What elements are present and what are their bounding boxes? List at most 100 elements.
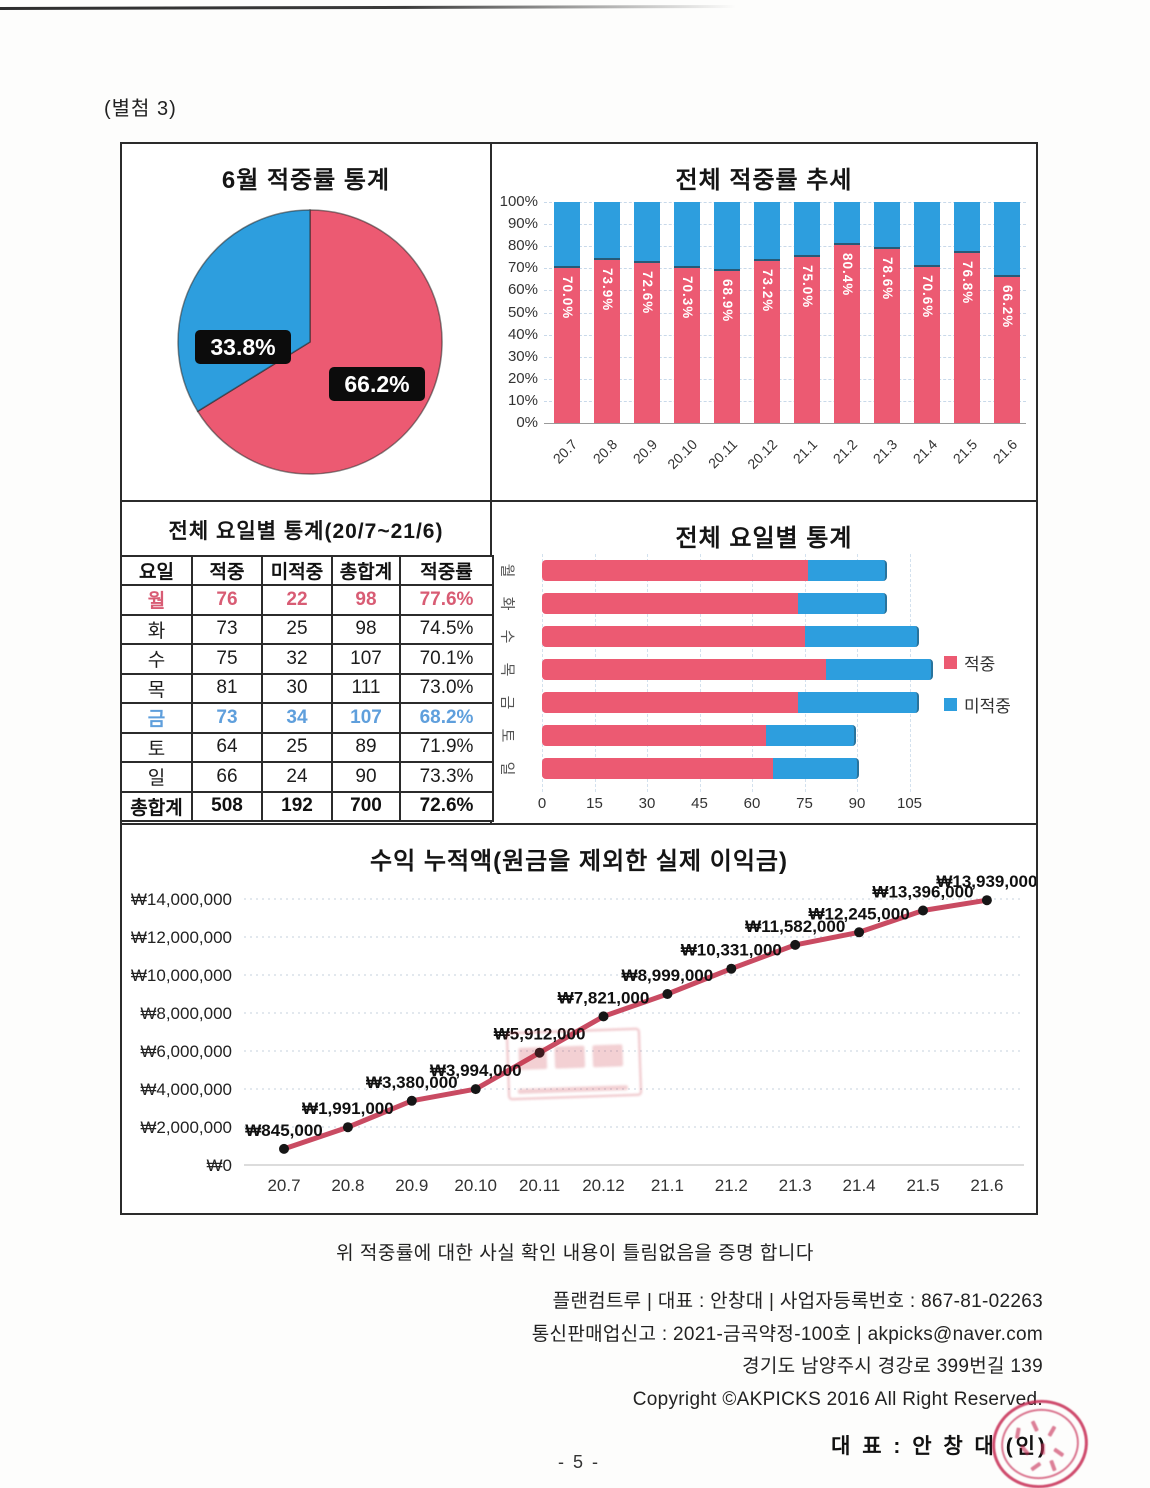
certification-text: 위 적중률에 대한 사실 확인 내용이 틀림없음을 증명 합니다 [336, 1243, 814, 1264]
legend-item-miss: 미적중 [944, 692, 1011, 717]
gridline [544, 400, 1026, 402]
legend-label-hit: 적중 [964, 655, 996, 674]
data-label: ₩5,912,000 [494, 1025, 586, 1044]
trend-chart-title: 전체 적중률 추세 [675, 167, 853, 194]
table-cell: 90 [331, 761, 401, 793]
y-axis-label: 70% [507, 259, 538, 277]
bar-value-label: 73.2% [760, 269, 775, 313]
table-cell: 25 [261, 613, 333, 645]
x-axis-label: 21.6 [970, 1176, 1003, 1195]
table-cell: 화 [120, 613, 193, 645]
weekday-table-title: 전체 요일별 통계(20/7~21/6) [168, 520, 444, 543]
table-header-cell: 적중률 [399, 555, 494, 586]
y-axis-label: 20% [507, 369, 538, 387]
gridline [544, 312, 1026, 314]
category-label: 금 [498, 695, 516, 710]
company-info: 플랜컴트루 | 대표 : 안창대 | 사업자등록번호 : 867-81-0226… [532, 1286, 1043, 1416]
data-label: ₩7,821,000 [558, 988, 650, 1007]
hbar-hit-segment [542, 626, 807, 647]
table-cell: 76 [191, 584, 263, 616]
hbar-hit-segment [542, 659, 828, 680]
gridline [544, 268, 1026, 270]
bar-hit-segment [594, 259, 620, 423]
table-cell: 73 [191, 702, 263, 734]
category-label: 목 [498, 662, 516, 677]
company-seal [985, 1392, 1095, 1488]
category-label: 화 [498, 596, 516, 611]
table-cell: 111 [331, 672, 401, 704]
table-cell: 목 [120, 672, 193, 704]
hbar-hit-segment [542, 758, 775, 779]
hbar-hit-segment [542, 560, 810, 581]
data-point [470, 1084, 481, 1095]
y-axis-label: ₩12,000,000 [131, 928, 232, 947]
table-cell: 68.2% [399, 702, 494, 734]
y-axis-label: 80% [507, 237, 538, 255]
gridline [544, 356, 1026, 358]
hbar-miss-segment [797, 692, 919, 713]
y-axis-label: 40% [507, 325, 538, 343]
legend-swatch-miss [944, 698, 957, 711]
table-cell: 77.6% [399, 584, 494, 616]
table-header-row: 요일 적중 미적중 총합계 적중률 [120, 555, 494, 586]
data-label: ₩3,994,000 [430, 1061, 522, 1080]
x-axis-label: 30 [638, 795, 656, 812]
legend: 적중 미적중 [944, 650, 1011, 734]
pie-value-label: 66.2% [329, 367, 425, 401]
table-cell: 107 [331, 702, 401, 734]
table-row: 화 73 25 98 74.5% [120, 613, 494, 645]
trend-chart-section: 전체 적중률 추세 100% 90% 80% 70% 60% 50% 40% 30% 20% 10… [492, 144, 1036, 502]
x-axis-label: 20.10 [454, 1176, 497, 1195]
data-point [406, 1095, 417, 1106]
table-header-cell: 미적중 [261, 555, 333, 586]
y-axis-label: ₩6,000,000 [140, 1042, 232, 1061]
x-axis-label: 20.11 [519, 1176, 560, 1195]
y-axis-label: 10% [507, 391, 538, 409]
table-header-cell: 총합계 [331, 555, 401, 586]
hbar-miss-segment [766, 725, 856, 746]
data-label: ₩1,991,000 [302, 1099, 394, 1118]
data-point [598, 1011, 609, 1022]
stats-panel: 6월 적중률 통계 66.2% 33.8% 전체 적중률 추세 100% 90% 80… [120, 142, 1038, 1215]
y-axis-label: 100% [499, 193, 538, 210]
attachment-label: (별첨 3) [104, 98, 177, 120]
x-axis-label: 21.4 [843, 1176, 876, 1195]
bar-hit-segment [914, 266, 940, 423]
x-axis-label: 20.12 [582, 1176, 625, 1195]
bar-value-label: 78.6% [880, 257, 895, 301]
table-cell: 73 [191, 613, 263, 645]
y-axis-label: ₩2,000,000 [140, 1118, 232, 1137]
gridline [544, 378, 1026, 380]
company-line-2: 통신판매업신고 : 2021-금곡약정-100호 | akpicks@naver… [531, 1323, 1043, 1345]
table-cell: 71.9% [399, 731, 494, 763]
data-point [854, 927, 865, 938]
data-point [726, 963, 737, 974]
table-cell: 66 [191, 761, 263, 793]
x-axis-label: 90 [848, 795, 866, 812]
data-point [534, 1047, 545, 1058]
x-axis-label: 45 [691, 795, 708, 812]
bar-miss-segment [914, 202, 940, 267]
data-label: ₩13,396,000 [872, 883, 973, 902]
weekday-stats-table: 요일 적중 미적중 총합계 적중률 월 76 22 98 77.6% 화 73 25 98 74.5% 수 75… [120, 555, 494, 822]
bar-miss-segment [714, 202, 740, 271]
bar-value-label: 70.0% [560, 276, 575, 320]
bar-hit-segment [634, 262, 660, 423]
representative-line: 대 표 : 안 창 대 (인) [831, 1435, 1048, 1458]
gridline [544, 202, 1026, 203]
hbar-miss-segment [773, 758, 859, 779]
bar-miss-segment [594, 202, 620, 260]
y-axis-label: ₩0 [207, 1156, 233, 1175]
data-label: ₩11,582,000 [745, 917, 845, 936]
data-point [342, 1122, 353, 1133]
data-label: ₩13,939,000 [936, 872, 1036, 891]
table-cell: 508 [191, 790, 263, 822]
bar-value-label: 72.6% [640, 270, 655, 314]
data-label: ₩3,380,000 [366, 1073, 458, 1092]
gridline [544, 224, 1026, 226]
y-axis-label: 0% [516, 414, 538, 431]
table-cell: 98 [331, 584, 401, 616]
hbar-hit-segment [542, 692, 800, 713]
table-cell: 73.0% [399, 672, 494, 704]
bar-hit-segment [994, 276, 1020, 423]
